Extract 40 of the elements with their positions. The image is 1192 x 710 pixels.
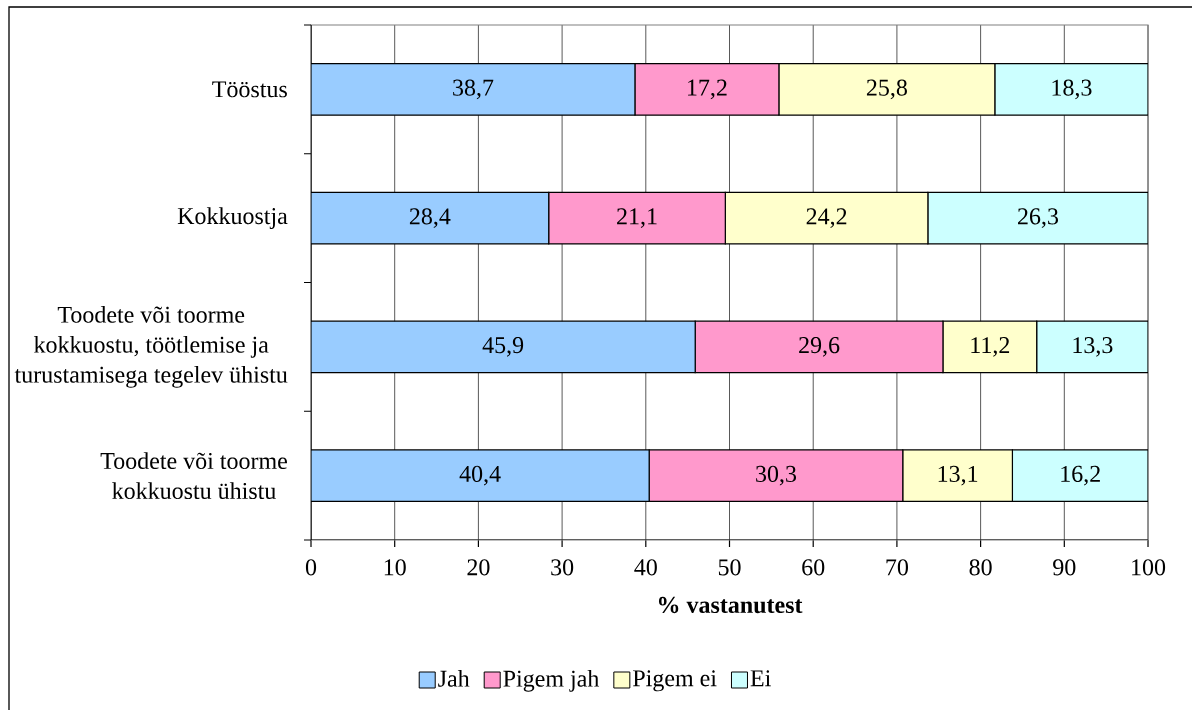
data-label: 26,3 [1018, 208, 1059, 228]
data-label: 21,1 [617, 208, 657, 228]
x-tick-label: 80 [969, 559, 992, 576]
x-tick-label: 70 [886, 559, 908, 576]
x-tick-label: 0 [305, 559, 317, 576]
legend-label: Ei [750, 670, 771, 687]
data-label: 13,1 [938, 465, 978, 486]
bar [311, 320, 696, 374]
legend-label: Pigem ei [633, 670, 717, 692]
data-label: 18,3 [1052, 79, 1092, 100]
data-label: 38,7 [453, 79, 494, 100]
y-tick-label: Toodete või toorme kokkuostu, töötlemise ja turustamisega tegelev ühistu [14, 305, 288, 388]
data-label: 29,6 [799, 337, 840, 357]
bar [311, 449, 650, 502]
data-label: 45,9 [482, 337, 524, 357]
data-label: 17,2 [688, 79, 727, 100]
y-tick-label: Toodete või toorme kokkuostu ühistu [100, 452, 287, 500]
bar [311, 63, 636, 116]
x-tick-label: 10 [384, 559, 406, 576]
legend-label: Jah [438, 669, 470, 687]
x-tick-label: 100 [1132, 559, 1166, 576]
y-tick-label: Tööstus [212, 81, 287, 98]
legend-label: Pigem jah [503, 669, 600, 692]
x-tick-label: 60 [802, 559, 825, 576]
data-label: 28,4 [409, 208, 451, 228]
x-tick-label: 50 [718, 559, 741, 576]
x-tick-label: 20 [467, 559, 490, 576]
data-label: 16,2 [1061, 465, 1100, 486]
data-label: 40,4 [459, 465, 501, 486]
data-label: 13,3 [1073, 337, 1113, 357]
x-tick-label: 90 [1053, 559, 1076, 576]
bar [311, 191, 550, 245]
data-label: 25,8 [866, 79, 907, 100]
data-label: 30,3 [756, 465, 797, 486]
data-label: 11,2 [971, 337, 1010, 357]
y-tick-label: Kokkuostja [177, 207, 288, 230]
x-axis-title: % vastanutest [658, 596, 803, 614]
x-tick-label: 30 [551, 559, 574, 576]
data-label: 24,2 [806, 208, 847, 228]
x-tick-label: 40 [634, 559, 657, 576]
